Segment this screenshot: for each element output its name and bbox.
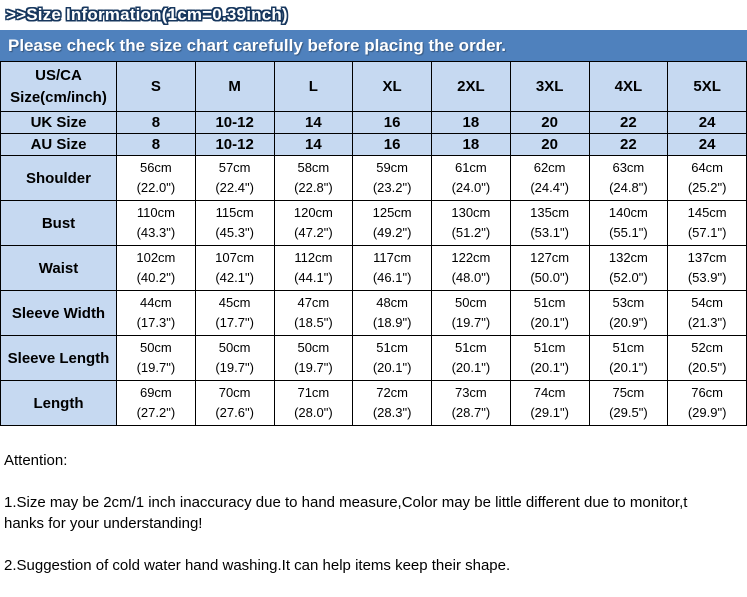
waist-row-label: Waist [0, 245, 117, 291]
size-col-header: M [194, 61, 275, 112]
size-col-header: S [116, 61, 196, 112]
measure-cell: 54cm (21.3") [667, 290, 747, 336]
measure-cell: 53cm (20.9") [588, 290, 669, 336]
size-cell: 22 [588, 133, 669, 156]
size-cell: 8 [116, 133, 196, 156]
size-cell: 20 [509, 111, 590, 134]
size-cell: 8 [116, 111, 196, 134]
note-line-2: 2.Suggestion of cold water hand washing.… [4, 557, 511, 574]
notice-banner: Please check the size chart carefully be… [0, 30, 747, 61]
measure-cell: 64cm (25.2") [667, 155, 747, 201]
measure-cell: 75cm (29.5") [588, 380, 669, 426]
measure-cell: 122cm (48.0") [431, 245, 511, 291]
measure-cell: 127cm (50.0") [509, 245, 590, 291]
size-col-header: 3XL [509, 61, 590, 112]
bust-row-label: Bust [0, 200, 117, 246]
measure-cell: 56cm (22.0") [116, 155, 196, 201]
size-cell: 10-12 [194, 111, 275, 134]
measure-cell: 51cm (20.1") [509, 335, 590, 381]
size-col-header: 4XL [588, 61, 669, 112]
measure-cell: 120cm (47.2") [273, 200, 354, 246]
size-cell: 10-12 [194, 133, 275, 156]
size-col-header: 2XL [431, 61, 511, 112]
size-cell: 16 [352, 111, 432, 134]
length-row-label: Length [0, 380, 117, 426]
measure-cell: 48cm (18.9") [352, 290, 432, 336]
size-cell: 20 [509, 133, 590, 156]
measure-cell: 117cm (46.1") [352, 245, 432, 291]
size-chart-table: US/CA Size(cm/inch) S M L XL 2XL 3XL 4XL… [0, 61, 747, 426]
measure-cell: 45cm (17.7") [194, 290, 275, 336]
uk-size-row-label: UK Size [0, 111, 117, 134]
measure-cell: 137cm (53.9") [667, 245, 747, 291]
uk-size-row: UK Size 8 10-12 14 16 18 20 22 24 [0, 111, 747, 134]
measure-cell: 102cm (40.2") [116, 245, 196, 291]
measure-cell: 50cm (19.7") [273, 335, 354, 381]
measure-cell: 47cm (18.5") [273, 290, 354, 336]
measure-cell: 135cm (53.1") [509, 200, 590, 246]
measure-cell: 74cm (29.1") [509, 380, 590, 426]
measure-cell: 50cm (19.7") [194, 335, 275, 381]
measure-cell: 115cm (45.3") [194, 200, 275, 246]
sleeve-width-row-label: Sleeve Width [0, 290, 117, 336]
size-cell: 24 [667, 111, 747, 134]
size-col-header: 5XL [667, 61, 747, 112]
sleeve-length-row-label: Sleeve Length [0, 335, 117, 381]
measure-cell: 145cm (57.1") [667, 200, 747, 246]
size-cell: 16 [352, 133, 432, 156]
measure-cell: 59cm (23.2") [352, 155, 432, 201]
measure-cell: 76cm (29.9") [667, 380, 747, 426]
measure-cell: 52cm (20.5") [667, 335, 747, 381]
measure-cell: 107cm (42.1") [194, 245, 275, 291]
page-title: >>Size Information(1cm=0.39inch) [6, 5, 288, 24]
measure-cell: 44cm (17.3") [116, 290, 196, 336]
corner-header: US/CA Size(cm/inch) [0, 61, 117, 112]
attention-notes: Attention: 1.Size may be 2cm/1 inch inac… [0, 426, 747, 597]
measure-row-sleeve-length: Sleeve Length 50cm (19.7") 50cm (19.7") … [0, 335, 747, 381]
measure-cell: 140cm (55.1") [588, 200, 669, 246]
measure-cell: 63cm (24.8") [588, 155, 669, 201]
size-cell: 18 [431, 111, 511, 134]
size-cell: 14 [273, 111, 354, 134]
size-cell: 22 [588, 111, 669, 134]
measure-cell: 61cm (24.0") [431, 155, 511, 201]
measure-cell: 125cm (49.2") [352, 200, 432, 246]
measure-row-waist: Waist 102cm (40.2") 107cm (42.1") 112cm … [0, 245, 747, 291]
measure-cell: 58cm (22.8") [273, 155, 354, 201]
size-col-header: XL [352, 61, 432, 112]
measure-cell: 51cm (20.1") [588, 335, 669, 381]
au-size-row-label: AU Size [0, 133, 117, 156]
size-cell: 18 [431, 133, 511, 156]
shoulder-row-label: Shoulder [0, 155, 117, 201]
measure-cell: 70cm (27.6") [194, 380, 275, 426]
note-line-1: 1.Size may be 2cm/1 inch inaccuracy due … [4, 494, 688, 532]
measure-cell: 57cm (22.4") [194, 155, 275, 201]
measure-cell: 51cm (20.1") [352, 335, 432, 381]
measure-cell: 132cm (52.0") [588, 245, 669, 291]
measure-cell: 69cm (27.2") [116, 380, 196, 426]
size-cell: 24 [667, 133, 747, 156]
attention-heading: Attention: [4, 452, 68, 469]
measure-cell: 51cm (20.1") [509, 290, 590, 336]
measure-cell: 110cm (43.3") [116, 200, 196, 246]
measure-row-shoulder: Shoulder 56cm (22.0") 57cm (22.4") 58cm … [0, 155, 747, 201]
measure-cell: 50cm (19.7") [116, 335, 196, 381]
measure-cell: 71cm (28.0") [273, 380, 354, 426]
measure-row-bust: Bust 110cm (43.3") 115cm (45.3") 120cm (… [0, 200, 747, 246]
measure-cell: 130cm (51.2") [431, 200, 511, 246]
au-size-row: AU Size 8 10-12 14 16 18 20 22 24 [0, 133, 747, 156]
measure-cell: 51cm (20.1") [431, 335, 511, 381]
measure-row-sleeve-width: Sleeve Width 44cm (17.3") 45cm (17.7") 4… [0, 290, 747, 336]
measure-row-length: Length 69cm (27.2") 70cm (27.6") 71cm (2… [0, 380, 747, 426]
measure-cell: 73cm (28.7") [431, 380, 511, 426]
size-header-row: US/CA Size(cm/inch) S M L XL 2XL 3XL 4XL… [0, 61, 747, 112]
size-cell: 14 [273, 133, 354, 156]
measure-cell: 72cm (28.3") [352, 380, 432, 426]
measure-cell: 50cm (19.7") [431, 290, 511, 336]
measure-cell: 112cm (44.1") [273, 245, 354, 291]
measure-cell: 62cm (24.4") [509, 155, 590, 201]
size-col-header: L [273, 61, 354, 112]
